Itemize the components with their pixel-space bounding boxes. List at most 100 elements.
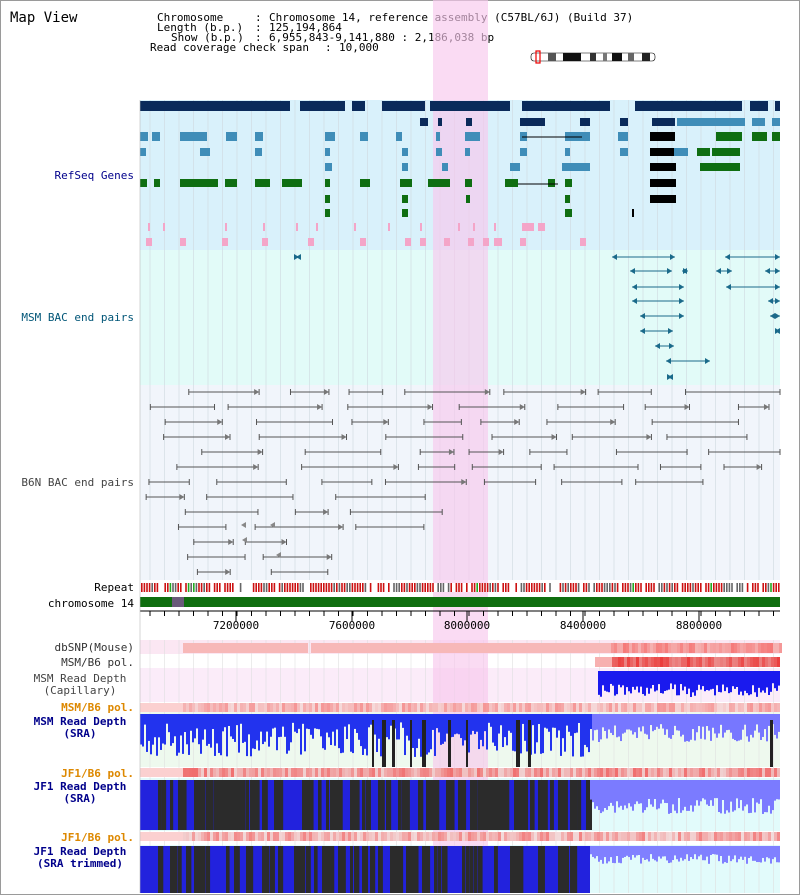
jf1-b6-pol-density [570,768,573,777]
jf1-b6-pol2-density [348,832,351,841]
jf1-b6-pol-density [297,768,300,777]
jf1-b6-pol-density [663,768,666,777]
jf1-sra-depth-bar [680,780,682,813]
msm-capillary-depth-bar [714,671,716,696]
refseq-gene [580,118,590,126]
jf1-trim-depth-bar [658,846,660,857]
show-colon: : [255,31,262,44]
msm-b6-pol2-density [633,703,636,712]
repeat-element [406,583,408,592]
repeat-element [297,583,299,592]
msm-sra-depth-bar [160,714,162,750]
msm-b6-pol2-density [711,703,714,712]
b6n-bac-arrow [580,389,586,395]
msm-b6-pol2-density [375,703,378,712]
msm-sra-depth-bar [454,714,456,735]
repeat-element [190,583,192,592]
msm-sra-depth-bar [544,714,546,728]
jf1-b6-pol2-density [537,832,540,841]
msm-sra-depth-bar [294,714,296,732]
msm-bac-end [294,254,299,260]
repeat-element [169,583,172,592]
jf1-trim-depth-bar [770,846,772,864]
msm-capillary-depth-bar [686,671,688,695]
jf1-b6-pol-density [519,768,522,777]
msm-b6-pol-density [618,657,621,667]
jf1-b6-pol2-density [702,832,705,841]
jf1-b6-pol2-density [516,832,519,841]
repeat-element [661,583,663,592]
msm-b6-pol2-density [498,703,501,712]
jf1-sra-depth-saturated [514,780,523,830]
msm-bac-end [765,268,770,274]
jf1-sra-depth-bar [700,780,702,802]
jf1-trim-depth-bar [698,846,700,857]
jf1-b6-pol-density [237,768,240,777]
jf1-sra-depth-bar [634,780,636,805]
msm-b6-pol2-density [264,703,267,712]
jf1-b6-pol2-density [768,832,771,841]
jf1-sra-depth-bar [668,780,670,814]
jf1-sra-depth-saturated [482,780,487,830]
jf1-sra-depth-bar [712,780,714,806]
msm-sra-depth-saturated [528,720,531,767]
jf1-b6-pol2-density [363,832,366,841]
msm-b6-pol2-density [390,703,393,712]
jf1-trim-depth-bar [706,846,708,857]
jf1-sra-depth-bar [722,780,724,801]
jf1-b6-pol2-density [633,832,636,841]
jf1-trim-depth-bar [644,846,646,860]
dbsnp-density [764,643,767,653]
jf1-b6-pol-density [198,768,201,777]
msm-capillary-depth-bar [630,671,632,694]
msm-b6-pol2-density [714,703,717,712]
refseq-pink-feature [296,223,298,231]
jf1-b6-pol-density [705,768,708,777]
jf1-sra-depth-saturated [318,780,322,830]
msm-b6-pol2-density [300,703,303,712]
refseq-gene [420,118,428,126]
msm-sra-depth-bar [460,714,462,739]
jf1-trim-depth-bar [610,846,612,858]
msm-b6-pol2-density [750,703,753,712]
jf1-b6-pol2-density [762,832,765,841]
jf1-b6-pol-density [378,768,381,777]
jf1-b6-pol-density [573,768,576,777]
dbsnp-density [668,643,671,653]
jf1-b6-pol-density [255,768,258,777]
dbsnp-density [677,643,680,653]
jf1-b6-pol2-density [543,832,546,841]
repeat-element [408,583,411,592]
jf1-b6-pol2-density [351,832,354,841]
msm-b6-pol2-density [258,703,261,712]
msm-sra-depth-bar [248,714,250,735]
msm-b6-pol2-density [684,703,687,712]
msm-sra-depth-bar [172,714,174,744]
jf1-b6-pol2-density [204,832,207,841]
msm-sra-depth-bar [506,714,508,746]
msm-capillary-depth-bar [736,671,738,687]
jf1-trim-depth-bar [606,846,608,864]
jf1-trim-depth-bar [620,846,622,864]
jf1-b6-pol2-density [657,832,660,841]
repeat-element [180,583,182,592]
jf1-b6-pol2-density [354,832,357,841]
msm-capillary-depth-bar [684,671,686,687]
jf1-b6-pol-density [741,768,744,777]
jf1-sra-depth-bar [638,780,640,804]
jf1-sra-depth-saturated [366,780,371,830]
msm-b6-pol2-density [741,703,744,712]
msm-b6-pol-density [687,657,690,667]
msm-sra-depth-bar [232,714,234,739]
jf1-trim-depth-bar [738,846,740,860]
repeat-element [156,583,159,592]
jf1-b6-pol-density [366,768,369,777]
repeat-element [161,583,164,592]
refseq-pink-feature [148,223,150,231]
jf1-b6-pol2-density [645,832,648,841]
jf1-sra-depth-bar [738,780,740,809]
msm-capillary-depth-bar [634,671,636,690]
msm-b6-pol2-density [354,703,357,712]
jf1-b6-pol2-density [447,832,450,841]
